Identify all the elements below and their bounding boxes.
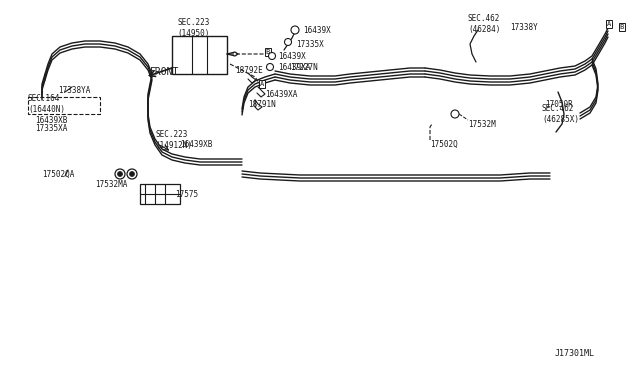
Bar [172,36,227,74]
Text: A: A [607,21,611,27]
Text: 17532MA: 17532MA [95,180,127,189]
Text: 17227N: 17227N [290,62,317,71]
Text: 17335X: 17335X [296,39,324,48]
Circle shape [269,52,275,60]
Text: 16439X: 16439X [278,51,306,61]
Text: SEC.223
(14950): SEC.223 (14950) [177,18,209,38]
Bar [140,184,180,204]
Circle shape [129,171,134,176]
Text: 17502Q: 17502Q [430,140,458,148]
Text: B: B [620,24,624,30]
Text: 17338Y: 17338Y [510,22,538,32]
Text: SEC.462
(46285X): SEC.462 (46285X) [542,104,579,124]
Text: 18792E: 18792E [235,65,263,74]
Circle shape [291,26,299,34]
Text: 17575: 17575 [175,189,198,199]
Circle shape [285,38,291,45]
Circle shape [451,110,459,118]
Text: 16439X: 16439X [303,26,331,35]
Circle shape [127,169,137,179]
Text: FRONT: FRONT [150,67,179,77]
Text: J17301ML: J17301ML [555,350,595,359]
Text: 17335XA: 17335XA [35,124,67,132]
Text: SEC.462
(46284): SEC.462 (46284) [468,14,500,34]
Circle shape [118,171,122,176]
Text: 17050R: 17050R [545,99,573,109]
Text: A: A [260,81,264,87]
Text: 18791N: 18791N [248,99,276,109]
Text: 17338YA: 17338YA [58,86,90,94]
Text: 17532M: 17532M [468,119,496,128]
Text: 16439XA: 16439XA [278,62,310,71]
Text: SEC.223
(14912N): SEC.223 (14912N) [155,130,192,150]
Text: 17502QA: 17502QA [42,170,74,179]
Text: SEC.164
(16440N): SEC.164 (16440N) [28,94,65,114]
Text: 16439XB: 16439XB [180,140,212,148]
Text: B: B [266,49,270,55]
Text: 16439XA: 16439XA [265,90,298,99]
Circle shape [266,64,273,71]
Circle shape [115,169,125,179]
Text: 16439XB: 16439XB [35,115,67,125]
